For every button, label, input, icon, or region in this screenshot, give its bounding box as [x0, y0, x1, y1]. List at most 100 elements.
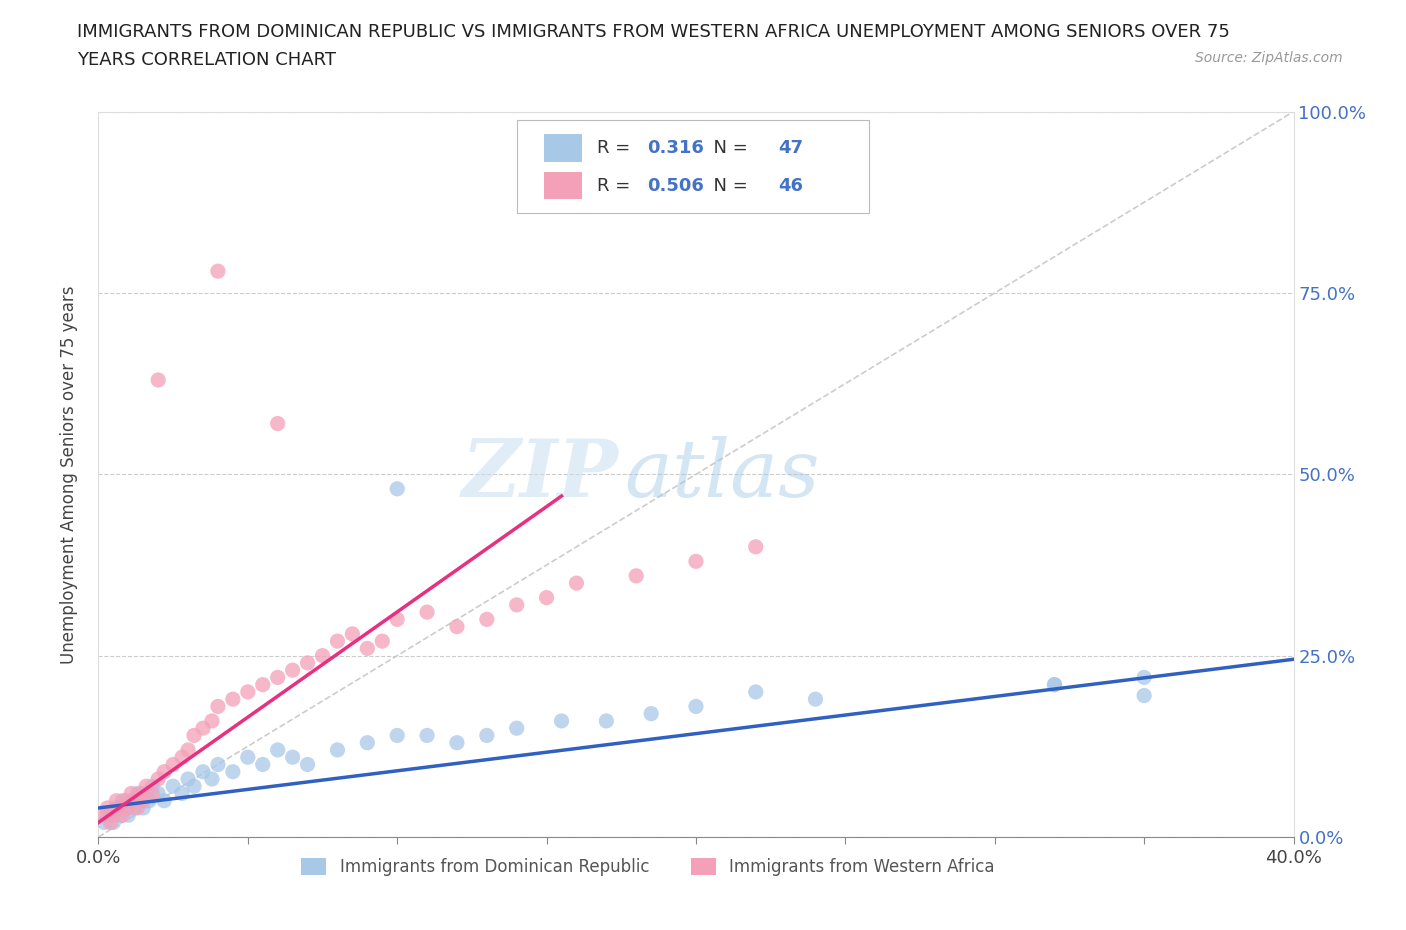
Bar [544, 134, 582, 162]
Point [416, 728, 439, 743]
Point [177, 742, 200, 757]
Text: N =: N = [702, 177, 754, 194]
Point [207, 757, 229, 772]
Point [124, 801, 146, 816]
Text: R =: R = [596, 139, 636, 157]
Point [132, 801, 155, 816]
Point [162, 778, 184, 793]
Point [162, 757, 184, 772]
Point [506, 597, 529, 612]
Y-axis label: Unemployment Among Seniors over 75 years: Unemployment Among Seniors over 75 years [59, 286, 77, 663]
Point [1043, 677, 1066, 692]
Point [536, 591, 558, 605]
Point [105, 801, 128, 816]
Point [685, 554, 707, 569]
Point [108, 808, 131, 823]
Point [222, 764, 245, 779]
Point [129, 793, 152, 808]
Point [135, 778, 157, 793]
Point [98, 808, 122, 823]
Text: ZIP: ZIP [461, 435, 619, 513]
Point [183, 778, 205, 793]
Point [103, 808, 125, 823]
Point [252, 677, 274, 692]
Bar [544, 172, 582, 199]
Point [311, 648, 333, 663]
Point [475, 728, 498, 743]
Point [93, 815, 115, 830]
Point [297, 757, 319, 772]
Point [550, 713, 572, 728]
Text: YEARS CORRELATION CHART: YEARS CORRELATION CHART [77, 51, 336, 69]
Point [236, 750, 259, 764]
Text: atlas: atlas [624, 435, 820, 513]
Point [111, 793, 134, 808]
Point [342, 627, 364, 642]
Point [153, 793, 176, 808]
Point [640, 706, 662, 721]
Legend: Immigrants from Dominican Republic, Immigrants from Western Africa: Immigrants from Dominican Republic, Immi… [295, 852, 1001, 883]
Point [148, 786, 170, 801]
Point [191, 764, 214, 779]
Point [371, 633, 394, 648]
Point [103, 815, 125, 830]
Point [111, 808, 134, 823]
Point [153, 764, 176, 779]
Point [416, 604, 439, 619]
Point [141, 786, 163, 801]
Point [120, 786, 142, 801]
Point [745, 684, 768, 699]
Point [138, 793, 160, 808]
Point [236, 684, 259, 699]
Text: 0.506: 0.506 [647, 177, 704, 194]
Point [685, 699, 707, 714]
Point [385, 612, 409, 627]
Point [117, 801, 139, 816]
Text: 46: 46 [779, 177, 803, 194]
Point [96, 801, 118, 816]
Point [267, 670, 290, 684]
Point [804, 692, 827, 707]
Point [127, 801, 149, 816]
Point [148, 772, 170, 787]
Point [108, 801, 131, 816]
Text: R =: R = [596, 177, 636, 194]
Point [1043, 677, 1066, 692]
Point [114, 801, 136, 816]
Point [98, 815, 122, 830]
Point [446, 736, 468, 751]
Text: 0.316: 0.316 [647, 139, 704, 157]
Point [172, 786, 194, 801]
Point [120, 793, 142, 808]
Point [201, 772, 224, 787]
Point [207, 264, 229, 279]
Point [326, 742, 349, 757]
Point [1133, 670, 1156, 684]
Point [124, 793, 146, 808]
Point [267, 742, 290, 757]
Point [297, 656, 319, 671]
Text: Source: ZipAtlas.com: Source: ZipAtlas.com [1195, 51, 1343, 65]
FancyBboxPatch shape [517, 120, 869, 213]
Point [281, 750, 304, 764]
Point [127, 786, 149, 801]
Point [96, 808, 118, 823]
Point [326, 633, 349, 648]
Point [281, 663, 304, 678]
Point [105, 793, 128, 808]
Text: IMMIGRANTS FROM DOMINICAN REPUBLIC VS IMMIGRANTS FROM WESTERN AFRICA UNEMPLOYMEN: IMMIGRANTS FROM DOMINICAN REPUBLIC VS IM… [77, 23, 1230, 41]
Point [148, 373, 170, 388]
Point [93, 808, 115, 823]
Point [745, 539, 768, 554]
Text: N =: N = [702, 139, 754, 157]
Point [201, 713, 224, 728]
Point [222, 692, 245, 707]
Point [595, 713, 617, 728]
Point [1133, 688, 1156, 703]
Point [626, 568, 648, 583]
Text: 47: 47 [779, 139, 803, 157]
Point [207, 699, 229, 714]
Point [172, 750, 194, 764]
Point [565, 576, 588, 591]
Point [475, 612, 498, 627]
